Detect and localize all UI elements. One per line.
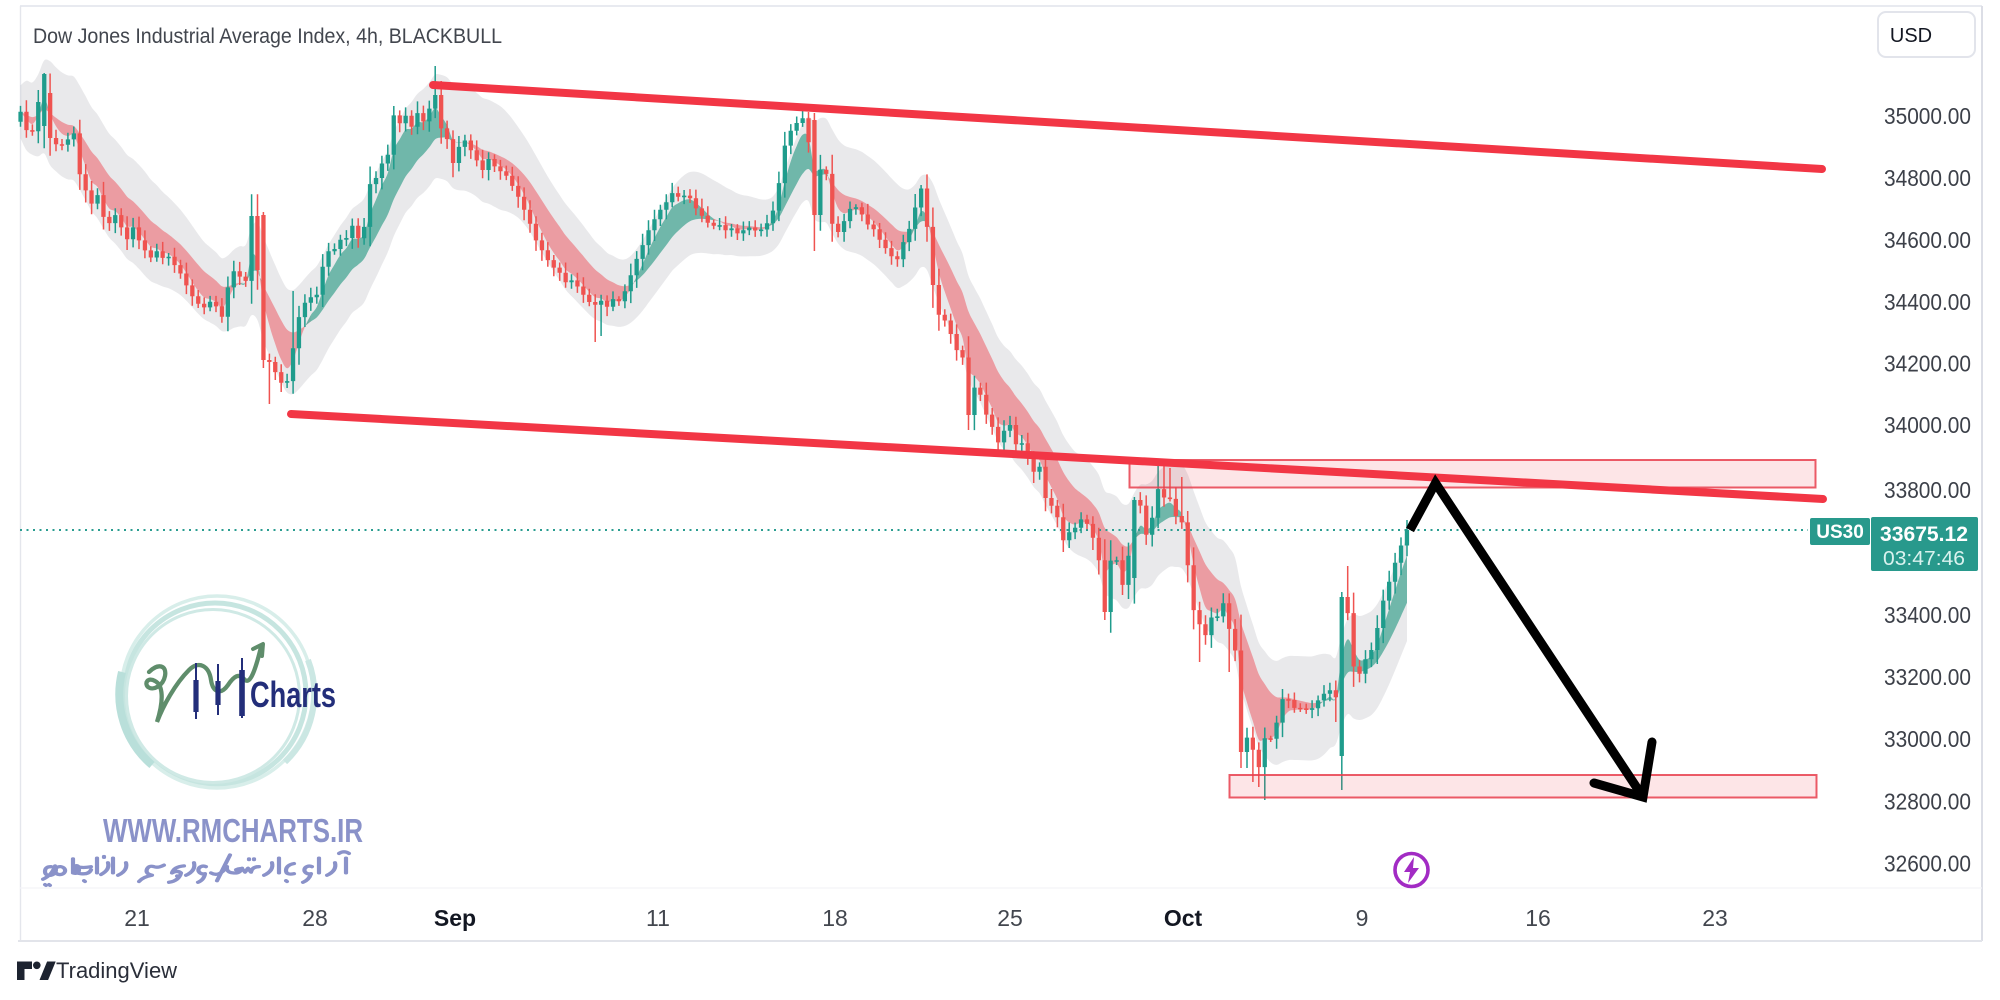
svg-text:28: 28 [302,905,328,931]
svg-text:USD: USD [1890,25,1932,47]
svg-text:34200.00: 34200.00 [1884,351,1971,377]
svg-text:34000.00: 34000.00 [1884,412,1971,438]
svg-text:34600.00: 34600.00 [1884,227,1971,253]
svg-text:TradingView: TradingView [56,958,177,983]
svg-text:35000.00: 35000.00 [1884,103,1971,129]
svg-text:34800.00: 34800.00 [1884,165,1971,191]
svg-text:9: 9 [1356,905,1369,931]
svg-text:34400.00: 34400.00 [1884,289,1971,315]
svg-text:Oct: Oct [1164,905,1203,931]
svg-text:16: 16 [1525,905,1551,931]
svg-text:33675.12: 33675.12 [1880,522,1968,546]
svg-text:33800.00: 33800.00 [1884,477,1971,503]
svg-text:WWW.RMCHARTS.IR: WWW.RMCHARTS.IR [103,812,363,849]
svg-text:11: 11 [646,905,670,931]
svg-text:18: 18 [822,905,848,931]
svg-text:33000.00: 33000.00 [1884,726,1971,752]
svg-text:23: 23 [1702,905,1728,931]
svg-text:Sep: Sep [434,905,476,931]
svg-text:33200.00: 33200.00 [1884,664,1971,690]
svg-text:32600.00: 32600.00 [1884,851,1971,877]
svg-text:25: 25 [997,905,1023,931]
svg-text:32800.00: 32800.00 [1884,789,1971,815]
svg-text:21: 21 [124,905,150,931]
svg-text:Charts: Charts [250,674,336,715]
svg-text:03:47:46: 03:47:46 [1883,548,1965,570]
svg-text:US30: US30 [1816,522,1864,543]
svg-text:33400.00: 33400.00 [1884,602,1971,628]
svg-text:Dow Jones Industrial Average I: Dow Jones Industrial Average Index, 4h, … [33,25,502,48]
